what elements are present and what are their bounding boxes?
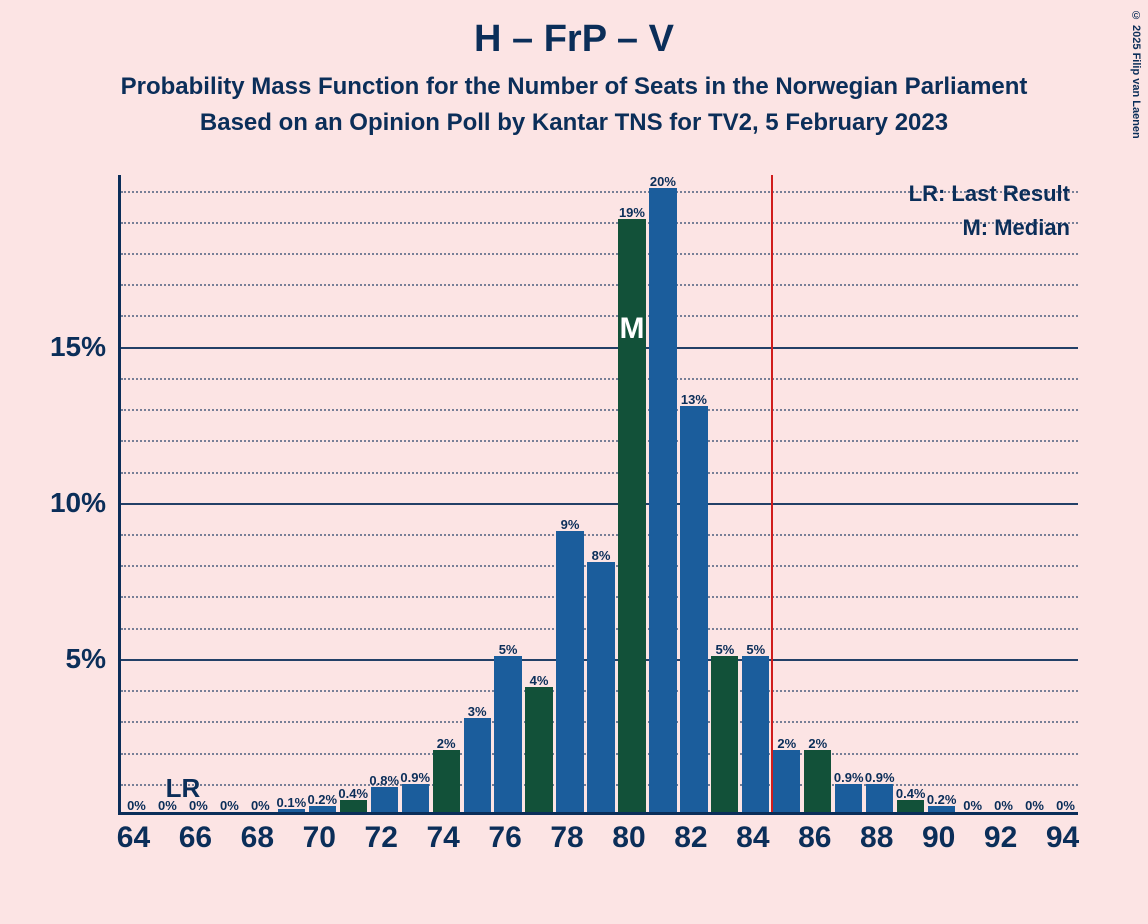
x-axis-tick-label: 94 <box>1046 821 1079 855</box>
bar-value-label: 8% <box>592 548 611 563</box>
bar <box>587 562 614 812</box>
x-axis-tick-label: 86 <box>798 821 831 855</box>
gridline <box>121 222 1078 224</box>
gridline <box>121 409 1078 411</box>
bar <box>680 406 707 812</box>
bar-value-label: 0.9% <box>834 770 864 785</box>
bar <box>402 784 429 812</box>
bar <box>649 188 676 812</box>
bar-value-label: 5% <box>715 642 734 657</box>
x-axis-tick-label: 76 <box>488 821 521 855</box>
bar-value-label: 0% <box>127 798 146 813</box>
x-axis-tick-label: 68 <box>241 821 274 855</box>
gridline <box>121 440 1078 442</box>
bar <box>804 750 831 812</box>
bar <box>525 687 552 812</box>
gridline <box>121 284 1078 286</box>
x-axis-tick-label: 78 <box>550 821 583 855</box>
bar-value-label: 0.4% <box>338 786 368 801</box>
legend-last-result: LR: Last Result <box>909 181 1070 207</box>
copyright-label: © 2025 Filip van Laenen <box>1130 10 1142 139</box>
y-axis-tick-label: 5% <box>66 643 106 675</box>
bar-value-label: 0.4% <box>896 786 926 801</box>
bar-value-label: 0% <box>994 798 1013 813</box>
bar-value-label: 2% <box>437 736 456 751</box>
x-axis-tick-label: 66 <box>179 821 212 855</box>
bar-value-label: 4% <box>530 673 549 688</box>
bar-value-label: 0.2% <box>927 792 957 807</box>
x-axis-tick-label: 84 <box>736 821 769 855</box>
bar <box>866 784 893 812</box>
majority-threshold-line <box>771 175 773 812</box>
bar <box>464 718 491 812</box>
chart-subtitle-1: Probability Mass Function for the Number… <box>0 73 1148 101</box>
legend-median: M: Median <box>962 215 1070 241</box>
bar <box>897 800 924 812</box>
gridline <box>121 534 1078 536</box>
gridline <box>121 253 1078 255</box>
bar-value-label: 0% <box>251 798 270 813</box>
bar-value-label: 0.9% <box>400 770 430 785</box>
gridline <box>121 472 1078 474</box>
bar <box>773 750 800 812</box>
bar-value-label: 0.9% <box>865 770 895 785</box>
bar-value-label: 0.2% <box>307 792 337 807</box>
bar <box>835 784 862 812</box>
x-axis-tick-label: 74 <box>426 821 459 855</box>
y-axis-tick-label: 10% <box>50 487 106 519</box>
bar-value-label: 0% <box>220 798 239 813</box>
bar-value-label: 5% <box>499 642 518 657</box>
x-axis-tick-label: 88 <box>860 821 893 855</box>
x-axis-tick-label: 70 <box>303 821 336 855</box>
bar-value-label: 13% <box>681 392 707 407</box>
bar <box>618 219 645 812</box>
plot-region: 0%0%0%0%0%0.1%0.2%0.4%0.8%0.9%2%3%5%4%9%… <box>118 175 1078 815</box>
bar-value-label: 0.1% <box>276 795 306 810</box>
x-axis-tick-label: 64 <box>117 821 150 855</box>
bar-value-label: 2% <box>808 736 827 751</box>
bar-value-label: 3% <box>468 704 487 719</box>
bar-value-label: 5% <box>746 642 765 657</box>
bar <box>556 531 583 812</box>
bar-value-label: 0% <box>1056 798 1075 813</box>
median-marker: M <box>619 312 644 346</box>
chart-main-title: H – FrP – V <box>0 18 1148 61</box>
y-axis-tick-label: 15% <box>50 331 106 363</box>
x-axis-tick-label: 82 <box>674 821 707 855</box>
bar-value-label: 0.8% <box>369 773 399 788</box>
chart-area: 0%0%0%0%0%0.1%0.2%0.4%0.8%0.9%2%3%5%4%9%… <box>118 175 1078 815</box>
bar-value-label: 0% <box>963 798 982 813</box>
bar-value-label: 20% <box>650 174 676 189</box>
bar <box>742 656 769 812</box>
gridline <box>121 315 1078 317</box>
bar-value-label: 0% <box>1025 798 1044 813</box>
bar <box>711 656 738 812</box>
x-axis-tick-label: 80 <box>612 821 645 855</box>
x-axis-tick-label: 72 <box>365 821 398 855</box>
gridline <box>121 503 1078 505</box>
chart-subtitle-2: Based on an Opinion Poll by Kantar TNS f… <box>0 109 1148 137</box>
bar <box>433 750 460 812</box>
bar-value-label: 9% <box>561 517 580 532</box>
bar-value-label: 2% <box>777 736 796 751</box>
bar <box>371 787 398 812</box>
last-result-marker: LR <box>166 773 201 804</box>
title-block: H – FrP – V Probability Mass Function fo… <box>0 0 1148 137</box>
gridline <box>121 347 1078 349</box>
x-axis-tick-label: 92 <box>984 821 1017 855</box>
bar <box>340 800 367 812</box>
gridline <box>121 378 1078 380</box>
bar-value-label: 19% <box>619 205 645 220</box>
x-axis-tick-label: 90 <box>922 821 955 855</box>
bar <box>494 656 521 812</box>
